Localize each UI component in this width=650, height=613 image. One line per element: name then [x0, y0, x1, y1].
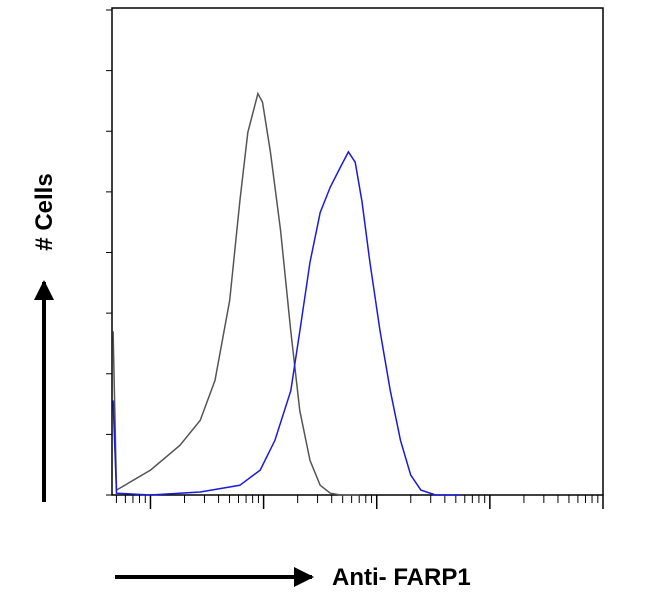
x-axis-label: Anti- FARP1	[332, 564, 471, 591]
y-axis-label: # Cells	[31, 173, 58, 250]
histogram-line	[112, 150, 461, 496]
histogram-line	[112, 91, 360, 496]
plot-frame	[111, 7, 604, 496]
